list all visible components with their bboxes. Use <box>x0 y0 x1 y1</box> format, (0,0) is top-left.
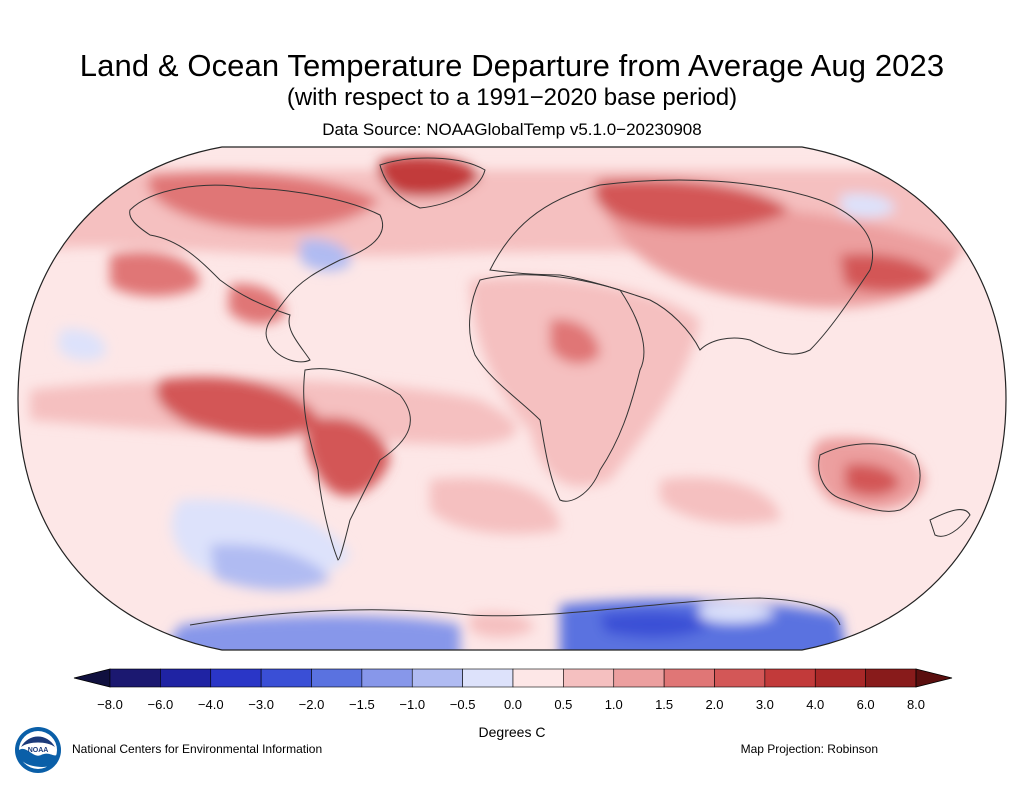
colorbar-tick-label: 2.0 <box>705 697 724 712</box>
colorbar-low-arrow <box>73 668 111 688</box>
indian-ocean-warm <box>660 477 780 524</box>
south-atlantic-warm <box>430 478 560 534</box>
africa-warm <box>470 277 700 487</box>
greenland-hot <box>378 155 480 197</box>
colorbar-swatch <box>361 668 413 688</box>
colorbar-swatch <box>210 668 262 688</box>
map-title: Land & Ocean Temperature Departure from … <box>79 48 945 83</box>
colorbar-swatch <box>865 668 917 688</box>
north-america-outline <box>129 184 383 363</box>
colorbar-swatch <box>563 668 615 688</box>
new-zealand-outline <box>929 509 971 537</box>
colorbar-tick-label: 6.0 <box>856 697 875 712</box>
coastlines <box>129 157 971 626</box>
north-pacific-hot <box>110 251 200 297</box>
south-america-hot <box>306 417 390 496</box>
colorbar-swatch <box>714 668 766 688</box>
colorbar-swatch <box>160 668 212 688</box>
noaa-logo-wave <box>19 748 57 767</box>
eurasia-outline <box>489 179 874 355</box>
greenland-outline <box>379 157 486 209</box>
colorbar-tick-label: 1.5 <box>655 697 674 712</box>
great-lakes-cool <box>300 239 351 272</box>
colorbar-tick-label: 0.5 <box>554 697 573 712</box>
map-frame <box>17 146 1007 651</box>
east-pacific-cool <box>58 329 106 361</box>
south-pacific-cooler <box>210 544 330 590</box>
colorbar-tick-label: 0.0 <box>503 697 523 712</box>
canada-hot <box>148 171 380 230</box>
colorbar-swatch <box>613 668 665 688</box>
colorbar-tick-label: −1.0 <box>399 697 426 712</box>
anomaly-field <box>30 155 990 650</box>
organization-name: National Centers for Environmental Infor… <box>72 742 323 756</box>
colorbar-tick-label: −3.0 <box>248 697 274 712</box>
colorbar-swatch <box>663 668 715 688</box>
colorbar-swatch <box>411 668 463 688</box>
west-antarctic-cool <box>150 615 460 650</box>
map-projection: Map Projection: Robinson <box>740 742 878 756</box>
colorbar-tick-label: −1.5 <box>349 697 375 712</box>
antarctic-coldest <box>600 611 710 638</box>
sahara-hot <box>550 319 600 364</box>
map-body <box>18 147 1006 650</box>
siberia-hot <box>594 178 790 230</box>
noaa-logo: NOAA <box>15 727 61 773</box>
map-subtitle: (with respect to a 1991−2020 base period… <box>286 84 738 111</box>
arctic-cool <box>840 193 895 218</box>
colorbar-tick-label: 1.0 <box>604 697 623 712</box>
weddell-warm <box>470 613 535 638</box>
colorbar-swatch <box>512 668 564 688</box>
colorbar-swatch <box>260 668 312 688</box>
australia-core-hot <box>845 463 900 496</box>
colorbar-swatch <box>764 668 816 688</box>
colorbar-swatch <box>109 668 161 688</box>
colorbar-tick-label: 8.0 <box>906 697 926 712</box>
south-america-outline <box>303 368 411 561</box>
antarctic-spot <box>700 603 775 623</box>
colorbar-tick-label: −8.0 <box>97 697 123 712</box>
australia-outline <box>818 443 921 512</box>
noaa-logo-bird <box>21 736 55 747</box>
colorbar-tick-label: −4.0 <box>197 697 224 712</box>
colorbar-tick-label: −0.5 <box>449 697 476 712</box>
colorbar-swatch <box>814 668 866 688</box>
colorbar-tick-label: 3.0 <box>755 697 774 712</box>
data-source: Data Source: NOAAGlobalTemp v5.1.0−20230… <box>322 120 702 139</box>
colorbar <box>73 668 953 688</box>
japan-sea-hot <box>840 253 935 292</box>
noaa-logo-text: NOAA <box>28 747 49 754</box>
antarctica-outline <box>189 597 841 626</box>
colorbar-units: Degrees C <box>478 724 546 740</box>
colorbar-tick-label: 4.0 <box>806 697 825 712</box>
colorbar-tick-label: −6.0 <box>147 697 174 712</box>
colorbar-swatch <box>311 668 363 688</box>
colorbar-high-arrow <box>915 668 953 688</box>
colorbar-swatch <box>462 668 514 688</box>
colorbar-tick-label: −2.0 <box>298 697 325 712</box>
enso-pacific-hot <box>156 376 320 438</box>
